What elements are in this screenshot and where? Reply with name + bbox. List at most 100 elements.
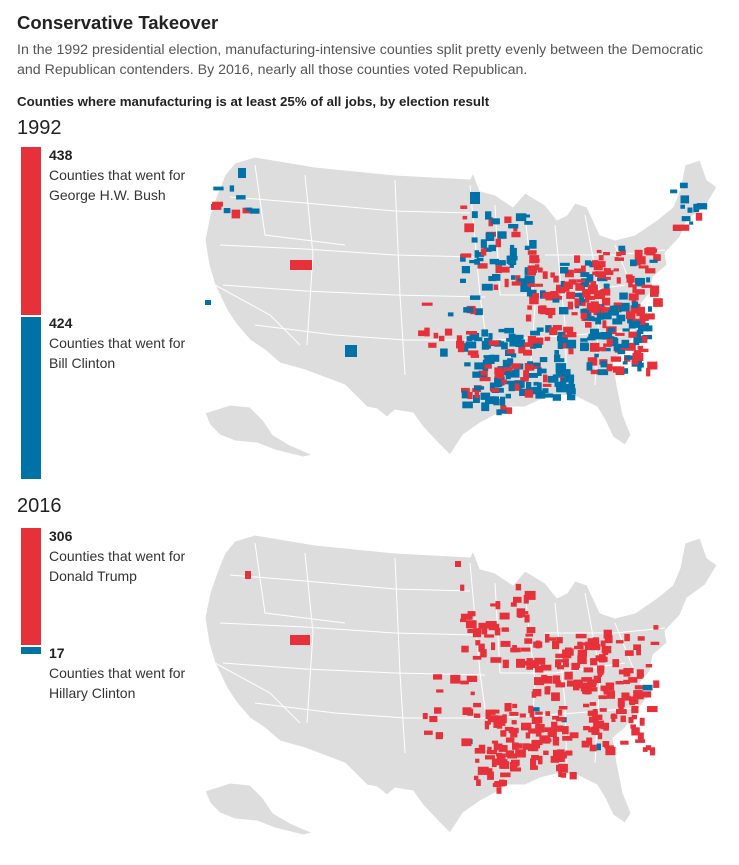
county-democrat — [481, 329, 489, 337]
county-republican — [531, 755, 539, 761]
county-democrat — [566, 383, 576, 391]
county-republican — [456, 340, 465, 349]
county-republican — [464, 223, 474, 233]
county-republican — [478, 370, 488, 376]
county-democrat — [475, 386, 485, 390]
county-republican — [480, 248, 487, 256]
county-democrat — [501, 406, 507, 414]
county-republican — [556, 717, 566, 722]
county-republican — [579, 656, 585, 663]
county-democrat — [505, 371, 511, 380]
county-republican — [595, 727, 600, 735]
county-republican — [485, 709, 496, 715]
county-republican — [590, 357, 598, 366]
county-democrat — [633, 320, 643, 328]
county-democrat — [471, 211, 478, 219]
county-democrat — [633, 337, 643, 343]
county-republican — [628, 677, 638, 683]
county-republican — [573, 683, 580, 691]
county-republican — [533, 641, 543, 648]
county-republican — [508, 727, 519, 734]
county-democrat — [529, 240, 537, 249]
legend-republican-2016: 306 Counties that went for Donald Trump — [49, 526, 199, 586]
county-democrat — [460, 254, 466, 262]
county-republican — [504, 278, 509, 288]
county-democrat — [481, 283, 493, 291]
county-republican — [498, 745, 508, 752]
county-republican — [602, 320, 607, 329]
county-democrat — [515, 213, 527, 222]
state-border-2016 — [219, 622, 476, 636]
state-border-1992 — [254, 164, 346, 246]
county-democrat — [472, 371, 481, 378]
county-republican — [595, 347, 606, 352]
county-republican — [624, 633, 630, 642]
county-republican — [484, 634, 494, 638]
county-republican — [511, 281, 522, 286]
county-democrat — [693, 203, 700, 213]
county-republican — [653, 254, 661, 261]
county-republican — [620, 740, 629, 745]
county-republican — [496, 717, 501, 725]
county-republican — [434, 707, 442, 714]
county-democrat — [473, 395, 480, 403]
count-republican-2016: 306 — [49, 528, 73, 544]
county-republican — [571, 312, 578, 316]
county-democrat — [647, 325, 653, 332]
county-republican — [494, 623, 500, 631]
county-republican — [530, 758, 537, 767]
county-democrat — [494, 382, 499, 386]
county-republican — [484, 720, 491, 725]
county-democrat — [543, 393, 553, 398]
county-democrat — [580, 343, 589, 351]
county-democrat — [586, 274, 594, 283]
county-republican — [637, 345, 644, 350]
county-republican — [638, 265, 649, 269]
county-democrat — [680, 204, 685, 209]
county-democrat — [463, 307, 474, 313]
county-republican — [477, 766, 489, 775]
county-democrat — [469, 332, 480, 340]
county-republican — [545, 711, 551, 716]
county-republican — [635, 739, 646, 743]
county-republican — [524, 363, 534, 371]
county-democrat — [545, 325, 552, 333]
county-republican — [637, 636, 645, 641]
county-republican — [580, 312, 588, 319]
county-democrat — [460, 278, 466, 283]
county-republican — [504, 726, 514, 731]
county-republican — [231, 209, 241, 219]
county-republican — [591, 644, 601, 651]
year-label-2016: 2016 — [17, 495, 62, 517]
county-democrat — [238, 168, 246, 178]
county-democrat — [588, 333, 598, 339]
county-republican — [428, 342, 437, 348]
county-republican — [566, 291, 575, 299]
count-democrat-2016: 17 — [49, 645, 65, 661]
county-republican — [650, 747, 656, 756]
county-democrat — [524, 275, 535, 285]
county-republican — [511, 720, 517, 725]
county-republican — [583, 685, 592, 695]
county-republican — [486, 750, 497, 755]
county-republican — [585, 295, 595, 300]
county-republican — [467, 708, 474, 716]
county-republican — [646, 367, 651, 377]
county-democrat — [622, 361, 628, 365]
legend-republican-1992: 438 Counties that went for George H.W. B… — [49, 145, 199, 205]
county-republican — [581, 302, 586, 307]
county-democrat — [564, 374, 575, 383]
county-democrat — [649, 259, 658, 263]
county-republican — [535, 283, 543, 287]
county-republican — [529, 711, 535, 718]
county-republican — [528, 660, 539, 668]
county-republican — [527, 336, 536, 343]
county-republican — [562, 735, 573, 741]
legend-democrat-2016: 17 Counties that went for Hillary Clinto… — [49, 643, 199, 703]
county-republican — [524, 638, 533, 644]
county-democrat — [506, 255, 516, 264]
county-democrat — [205, 300, 211, 305]
county-republican — [523, 594, 529, 604]
county-democrat — [647, 306, 652, 312]
county-republican — [528, 705, 534, 713]
